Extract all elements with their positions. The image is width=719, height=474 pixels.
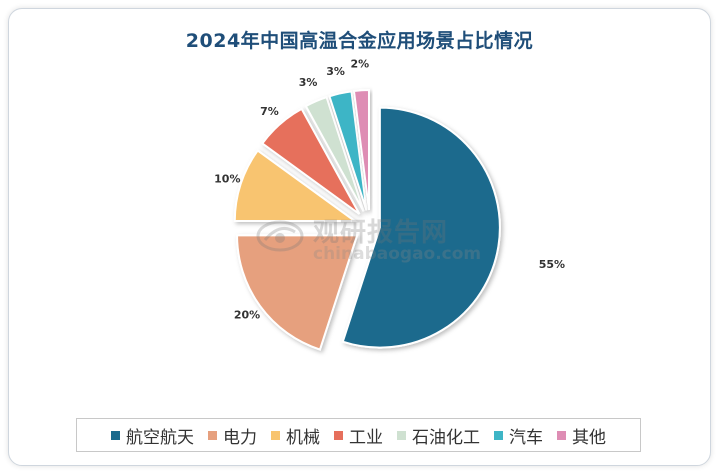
- legend-swatch: [557, 430, 566, 440]
- legend-label: 电力: [223, 427, 257, 448]
- data-label-2: 20%: [234, 308, 260, 321]
- legend-label: 工业: [349, 427, 383, 448]
- data-label-4: 7%: [260, 105, 279, 118]
- legend-label: 石油化工: [412, 427, 480, 448]
- legend-swatch: [208, 430, 217, 440]
- legend-item-1: 航空航天: [111, 423, 194, 448]
- legend-item-4: 工业: [334, 423, 383, 448]
- legend-label: 机械: [286, 427, 320, 448]
- legend-item-2: 电力: [208, 423, 257, 448]
- legend-swatch: [271, 430, 280, 440]
- legend-label: 汽车: [509, 427, 543, 448]
- pie-slice-3: [233, 149, 358, 223]
- chart-title: 2024年中国高温合金应用场景占比情况: [185, 30, 534, 52]
- legend-item-3: 机械: [271, 423, 320, 448]
- data-label-1: 55%: [539, 258, 565, 271]
- pie-slice-6: [328, 90, 368, 211]
- legend-label: 其他: [572, 427, 606, 448]
- legend-swatch: [494, 430, 503, 440]
- data-label-7: 2%: [350, 57, 369, 70]
- pie-slice-2: [236, 234, 359, 351]
- data-label-6: 3%: [326, 65, 345, 78]
- legend-swatch: [334, 430, 343, 440]
- pie-slice-1: [341, 106, 501, 349]
- legend: 航空航天 电力 机械 工业 石油化工 汽车 其他: [76, 418, 641, 452]
- pie-slice-7: [352, 89, 370, 211]
- data-label-3: 10%: [214, 173, 240, 186]
- data-label-5: 3%: [299, 76, 318, 89]
- legend-swatch: [397, 430, 406, 440]
- pie-slice-4: [260, 107, 361, 215]
- chart-frame: [8, 8, 711, 466]
- legend-item-7: 其他: [557, 423, 606, 448]
- legend-item-6: 汽车: [494, 423, 543, 448]
- legend-label: 航空航天: [126, 427, 194, 448]
- pie-slice-5: [304, 95, 365, 212]
- legend-swatch: [111, 430, 120, 440]
- legend-item-5: 石油化工: [397, 423, 480, 448]
